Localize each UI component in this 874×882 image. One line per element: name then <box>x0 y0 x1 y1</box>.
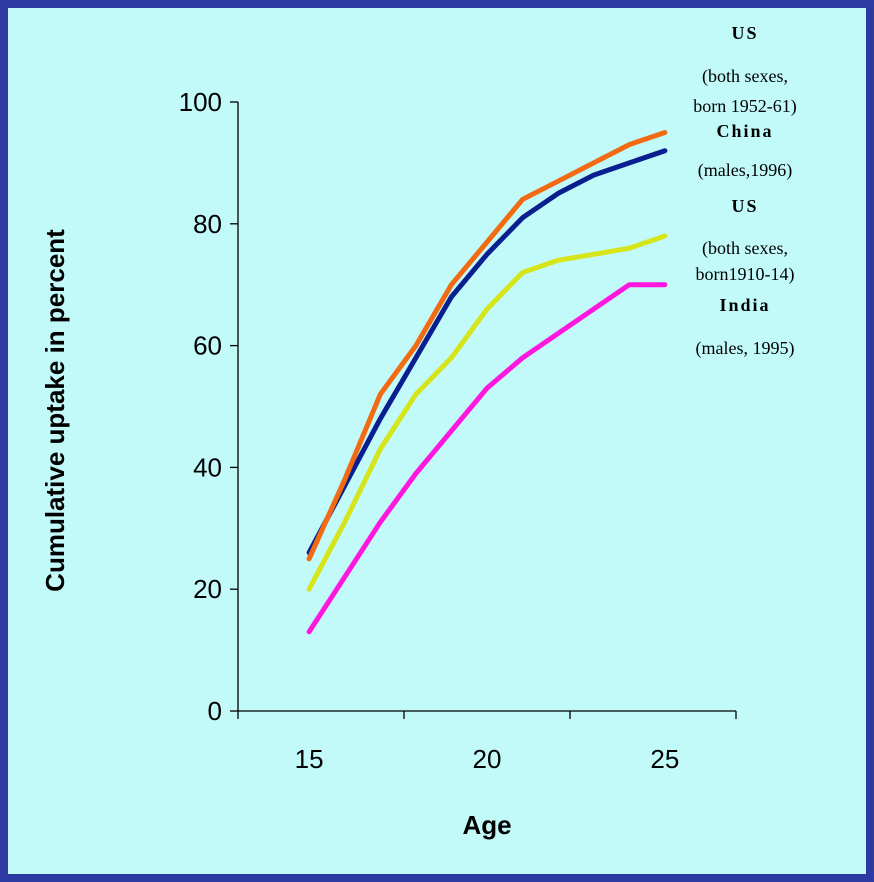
legend-series-subtitle: born 1952-61) <box>693 96 796 117</box>
y-tick-label: 40 <box>193 452 222 482</box>
legend-series-subtitle: born1910-14) <box>696 264 795 285</box>
x-tick-label: 15 <box>295 744 324 774</box>
legend-series-subtitle: (males, 1995) <box>696 338 795 359</box>
x-axis-title: Age <box>462 810 511 840</box>
series-line <box>306 233 668 592</box>
legend-series-name: US <box>731 23 758 43</box>
y-tick-label: 0 <box>208 696 222 726</box>
x-tick-label: 20 <box>473 744 502 774</box>
series-line <box>306 282 668 635</box>
legend-series-name: China <box>716 121 773 141</box>
y-axis-title: Cumulative uptake in percent <box>40 229 70 592</box>
series-line <box>306 148 668 556</box>
y-tick-label: 20 <box>193 574 222 604</box>
legend-series-subtitle: (males,1996) <box>698 160 792 181</box>
y-tick-label: 100 <box>179 87 222 117</box>
y-tick-label: 80 <box>193 209 222 239</box>
legend-series-name: US <box>731 196 758 216</box>
chart-background: 0 20 40 60 80 100 15 20 25 Age Cumulative uptake i… <box>8 8 866 874</box>
line-chart: 0 20 40 60 80 100 15 20 25 Age Cumulative uptake i… <box>40 23 797 840</box>
legend-series-subtitle: (both sexes, <box>702 238 788 259</box>
series-line <box>306 130 668 562</box>
legend-series-name: India <box>719 295 770 315</box>
y-tick-label: 60 <box>193 331 222 361</box>
legend-series-subtitle: (both sexes, <box>702 66 788 87</box>
x-tick-label: 25 <box>650 744 679 774</box>
